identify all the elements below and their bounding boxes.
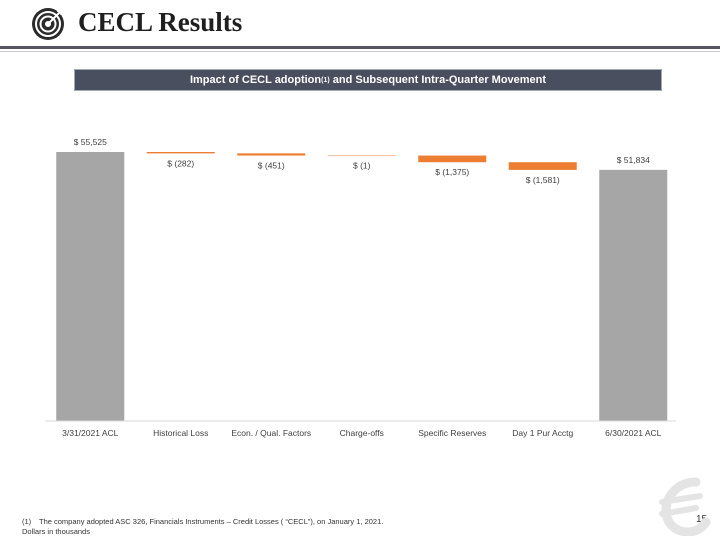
units-note: Dollars in thousands: [22, 527, 90, 536]
data-label-5: $ (1,581): [526, 175, 560, 185]
banner-footnote-ref: (1): [321, 76, 330, 84]
bar-2: [237, 153, 306, 156]
data-label-6: $ 51,834: [617, 155, 650, 165]
footnote-text: The company adopted ASC 326, Financials …: [39, 517, 384, 526]
data-label-2: $ (451): [258, 161, 285, 171]
page-number: 15: [696, 514, 708, 525]
target-icon: [32, 8, 64, 40]
x-tick-label-1: Historical Loss: [153, 428, 208, 438]
data-label-1: $ (282): [167, 158, 194, 168]
data-label-0: $ 55,525: [74, 137, 107, 147]
bar-1: [146, 152, 215, 154]
header-rule: [0, 46, 720, 49]
data-label-3: $ (1): [353, 161, 371, 171]
x-tick-label-6: 6/30/2021 ACL: [605, 428, 662, 438]
footnote: (1) The company adopted ASC 326, Financia…: [22, 517, 383, 537]
bar-5: [508, 162, 577, 170]
chart-banner: Impact of CECL adoption (1) and Subsequen…: [74, 69, 662, 91]
bar-4: [418, 155, 487, 163]
page-title: CECL Results: [78, 7, 243, 37]
x-tick-label-0: 3/31/2021 ACL: [62, 428, 119, 438]
brand-mark-icon: [659, 477, 711, 536]
bar-6: [599, 169, 668, 421]
bar-0: [56, 152, 125, 421]
header-rule-thin: [0, 51, 720, 52]
banner-text-rest: and Subsequent Intra-Quarter Movement: [329, 74, 547, 86]
x-tick-label-4: Specific Reserves: [418, 428, 486, 438]
footnote-marker: (1): [22, 517, 32, 526]
bar-3: [327, 155, 396, 157]
waterfall-chart: $ 55,525 $ (282) $ (451) $ (1) $ (1,375) $ (1…: [45, 137, 676, 438]
x-tick-label-5: Day 1 Pur Acctg: [512, 428, 573, 438]
data-label-4: $ (1,375): [435, 167, 469, 177]
banner-text: Impact of CECL adoption: [189, 74, 322, 86]
x-tick-label-3: Charge-offs: [340, 428, 384, 438]
x-tick-label-2: Econ. / Qual. Factors: [231, 428, 311, 438]
